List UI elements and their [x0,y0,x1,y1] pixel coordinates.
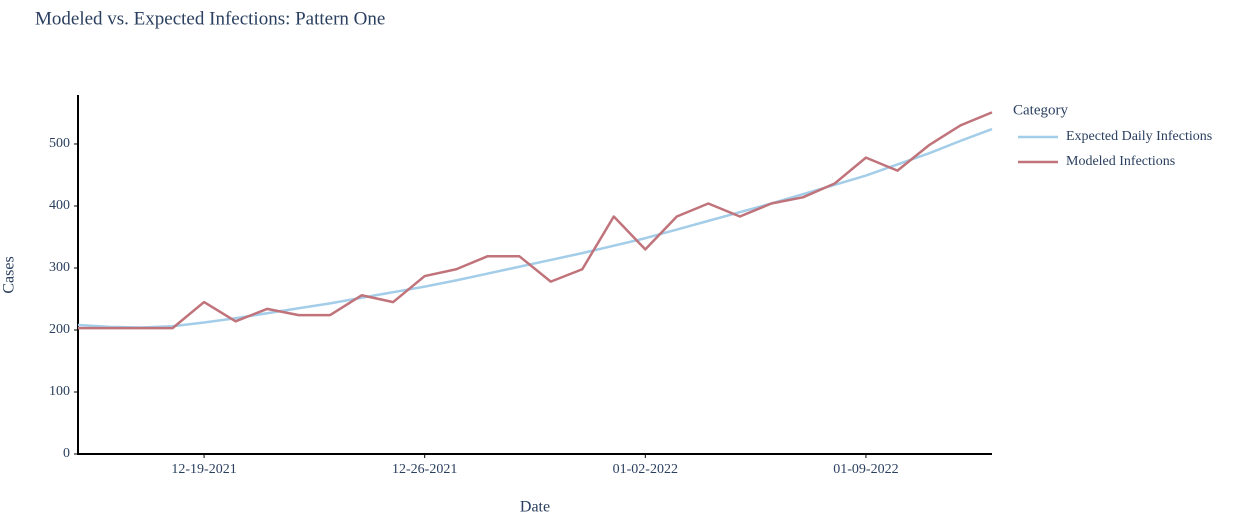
y-tick-label: 200 [49,322,70,337]
series-line [77,127,993,329]
y-tick-label: 500 [49,136,70,151]
y-tick-label: 0 [63,446,70,461]
y-axis-title: Cases [1,256,18,293]
y-tick-label: 300 [49,260,70,275]
y-tick-label: 400 [49,198,70,213]
x-axis-title: Date [520,499,550,516]
x-tick-label: 12-26-2021 [392,462,457,477]
x-tick-label: 01-02-2022 [613,462,678,477]
x-tick-label: 12-19-2021 [171,462,236,477]
legend-title: Category [1013,102,1068,118]
legend-label: Modeled Infections [1066,154,1175,169]
x-tick-label: 01-09-2022 [833,462,898,477]
y-tick-label: 100 [49,384,70,399]
chart-title: Modeled vs. Expected Infections: Pattern… [35,8,385,29]
legend-label: Expected Daily Infections [1066,129,1212,144]
series-line [78,111,993,330]
